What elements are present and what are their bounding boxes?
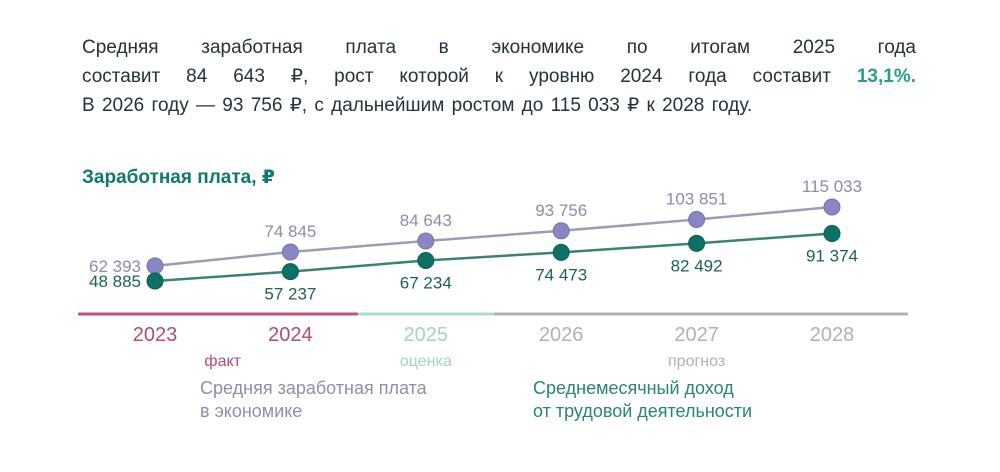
data-point [146,272,164,290]
period-label: факт [204,353,241,370]
data-point [823,198,841,216]
year-label: 2025 [404,324,449,346]
axis-segment-1 [358,312,494,316]
data-point [146,257,164,275]
year-label: 2026 [539,324,584,346]
legend-line: Средняя заработная плата [200,378,427,398]
data-label: 82 492 [671,256,723,275]
period-label: прогноз [668,353,725,370]
series-line-1 [154,232,833,283]
legend-line: в экономике [200,401,303,421]
period-label: оценка [400,353,452,370]
growth-percent-highlight: 13,1%. [856,66,916,87]
intro-line-2: составит 84 643 ₽, рост которой к уровню… [82,66,916,87]
legend-average-salary-economy: Средняя заработная плата в экономике [200,377,427,423]
data-label: 48 885 [89,272,141,291]
data-label: 74 845 [264,222,316,241]
data-label: 115 033 [802,177,862,196]
axis-segment-0 [78,312,359,316]
legend-line: Среднемесячный доход [533,378,734,398]
data-point [688,211,706,229]
data-point [417,232,435,250]
chart-title: Заработная плата, ₽ [82,167,275,188]
data-point [823,224,841,242]
data-point [281,263,299,281]
data-label: 103 851 [666,190,727,209]
year-label: 2024 [268,324,313,346]
data-point [417,251,435,269]
series-line-0 [154,205,833,268]
data-label: 67 234 [400,273,452,292]
year-label: 2028 [810,324,855,346]
data-label: 57 237 [264,285,316,304]
data-point [281,243,299,261]
data-point [552,243,570,261]
year-label: 2027 [674,324,719,346]
data-label: 91 374 [806,246,858,265]
intro-paragraph: Средняя заработная плата в экономике по … [82,33,916,120]
data-point [552,222,570,240]
year-label: 2023 [133,324,178,346]
legend-line: от трудовой деятельности [533,401,753,421]
intro-line-3: В 2026 году — 93 756 ₽, с дальнейшим рос… [82,95,753,116]
data-point [688,234,706,252]
legend-monthly-labor-income: Среднемесячный доход от трудовой деятель… [533,377,752,423]
data-label: 74 473 [535,265,587,284]
intro-line-1: Средняя заработная плата в экономике по … [82,37,916,58]
data-label: 62 393 [89,257,141,276]
data-label: 84 643 [400,211,452,230]
axis-segment-2 [493,312,908,316]
data-label: 93 756 [535,201,587,220]
